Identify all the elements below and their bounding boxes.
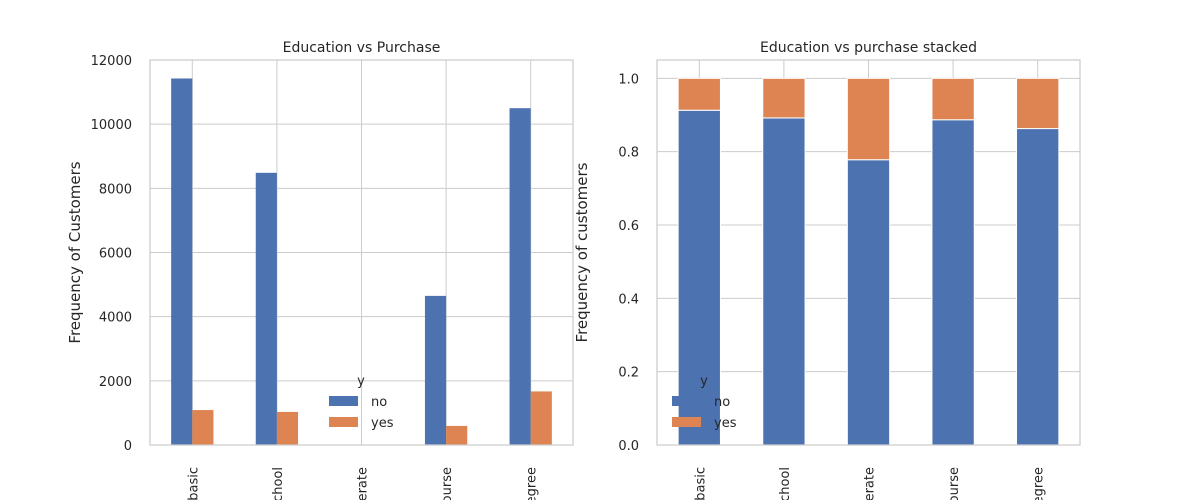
y-tick-label: 0.2 xyxy=(618,366,639,381)
bar-yes-professional-course xyxy=(446,425,468,445)
legend-swatch-yes xyxy=(672,417,701,427)
legend-swatch-yes xyxy=(329,417,358,427)
bar-yes-basic xyxy=(192,410,214,445)
legend: yno yes xyxy=(672,374,737,431)
y-tick-label: 10000 xyxy=(91,118,132,133)
x-tick-label: erate xyxy=(863,467,878,500)
x-tick-label: basic xyxy=(186,467,201,500)
y-tick-label: 2000 xyxy=(99,375,132,390)
legend-title: y xyxy=(700,374,708,389)
y-tick-label: 0.6 xyxy=(618,219,639,234)
legend-label-yes: yes xyxy=(371,416,394,431)
bar-yes-basic xyxy=(677,77,721,111)
y-tick-label: 6000 xyxy=(99,247,132,262)
bar-no-professional-course xyxy=(424,295,447,445)
chart-title: Education vs Purchase xyxy=(283,40,441,56)
bar-yes-high-school xyxy=(762,77,806,119)
x-tick-label: chool xyxy=(778,467,793,500)
bar-no-illiterate xyxy=(846,159,891,446)
legend-title: y xyxy=(357,374,365,389)
bar-yes-high-school xyxy=(276,411,299,445)
chart-title: Education vs purchase stacked xyxy=(760,40,977,56)
legend-swatch-no xyxy=(329,396,358,406)
plot-frame xyxy=(149,59,574,446)
y-tick-label: 1.0 xyxy=(618,72,639,87)
x-tick-label: egree xyxy=(1032,467,1047,500)
bar-no-high-school xyxy=(255,172,277,445)
bar-no-university-degree xyxy=(509,108,531,446)
legend-label-no: no xyxy=(714,395,730,410)
y-tick-label: 0.8 xyxy=(618,146,639,161)
y-tick-label: 8000 xyxy=(99,182,132,197)
y-tick-label: 4000 xyxy=(99,311,132,326)
bar-yes-university-degree xyxy=(1016,77,1060,130)
bar-no-professional-course xyxy=(931,119,975,446)
x-tick-label: chool xyxy=(271,467,286,500)
x-tick-label: egree xyxy=(525,467,540,500)
legend-label-yes: yes xyxy=(714,416,737,431)
x-tick-label: erate xyxy=(356,467,371,500)
bar-no-basic xyxy=(171,78,193,445)
y-axis-label: Frequency of Customers xyxy=(66,161,84,343)
y-tick-label: 0.0 xyxy=(618,439,639,454)
y-tick-label: 0.4 xyxy=(618,292,639,307)
x-tick-label: ourse xyxy=(440,467,455,500)
chart-education-vs-purchase-stacked: 0.0 0.2 0.4 0.6 0.8 1.0 basic chool erate ourse eg… xyxy=(573,40,1081,500)
bar-no-high-school xyxy=(762,117,806,446)
plot-frame xyxy=(656,59,1081,446)
chart-education-vs-purchase: 0 2000 4000 6000 8000 10000 12000 basic chool era… xyxy=(66,40,574,500)
bar-yes-university-degree xyxy=(530,391,552,445)
legend: yno yes xyxy=(329,374,394,431)
y-tick-label: 0 xyxy=(124,439,132,454)
legend-label-no: no xyxy=(371,395,387,410)
bar-yes-illiterate xyxy=(846,77,891,161)
y-tick-label: 12000 xyxy=(91,54,132,69)
y-axis-label: Frequency of customers xyxy=(573,162,591,342)
x-tick-label: ourse xyxy=(947,467,962,500)
x-tick-label: basic xyxy=(693,467,708,500)
bar-no-university-degree xyxy=(1016,128,1060,446)
bar-yes-professional-course xyxy=(931,77,975,121)
legend-swatch-no xyxy=(672,396,701,406)
